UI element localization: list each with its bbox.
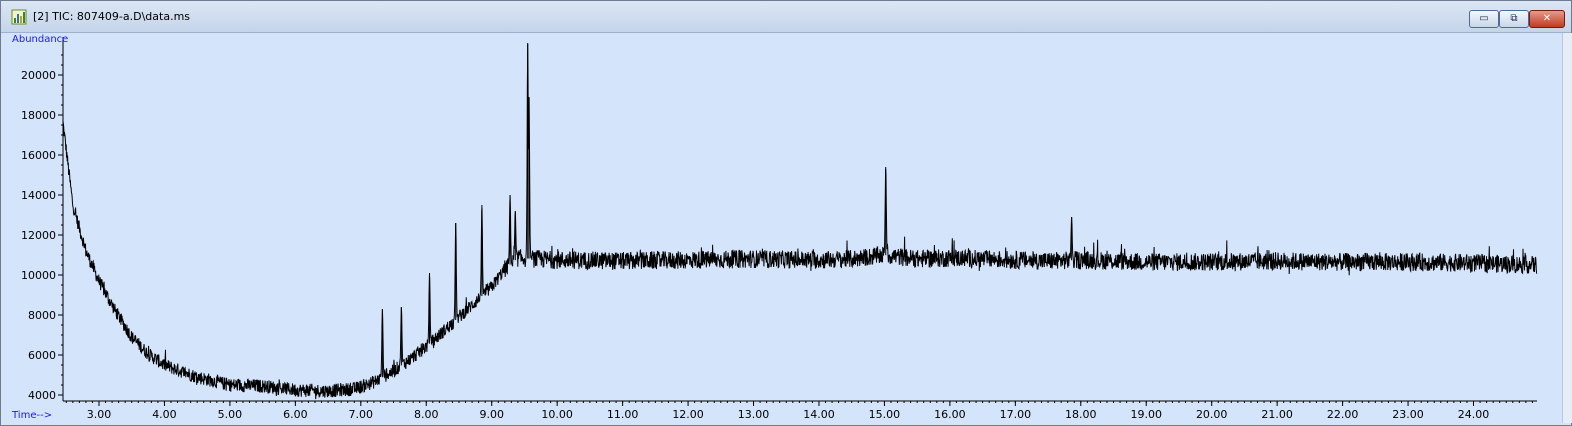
y-tick-label: 10000 [21,269,56,282]
chromatogram-app-icon [11,9,27,25]
x-tick-label: 24.00 [1458,408,1490,421]
y-tick-label: 14000 [21,189,56,202]
y-axis: 4000 6000 8000 10000 12000 14000 16000 18000 200… [21,37,64,402]
x-tick-label: 5.00 [218,408,243,421]
x-tick-label: 19.00 [1130,408,1162,421]
x-tick-label: 8.00 [414,408,439,421]
y-tick-label: 18000 [21,109,56,122]
x-tick-label: 9.00 [479,408,504,421]
x-tick-label: 4.00 [152,408,177,421]
close-icon: ✕ [1542,13,1552,24]
peak-marks [381,43,1073,378]
x-tick-label: 15.00 [869,408,901,421]
restore-icon: ⧉ [1510,13,1518,24]
x-axis-title: Time--> [11,410,52,421]
y-tick-label: 6000 [28,349,56,362]
restore-button[interactable]: ⧉ [1499,10,1529,28]
y-tick-label: 16000 [21,149,56,162]
scrollbar-strip[interactable] [1562,33,1572,423]
y-axis-title: Abundance [12,34,68,45]
y-tick-label: 4000 [28,389,56,402]
x-tick-label: 13.00 [738,408,770,421]
window-title: [2] TIC: 807409-a.D\data.ms [33,10,191,23]
title-bar[interactable]: [2] TIC: 807409-a.D\data.ms ▭ ⧉ ✕ [1,1,1571,33]
plot-area[interactable]: 4000 6000 8000 10000 12000 14000 16000 18000 200… [2,33,1562,423]
x-tick-label: 14.00 [803,408,835,421]
x-tick-label: 18.00 [1065,408,1097,421]
x-tick-label: 20.00 [1196,408,1228,421]
tic-chromatogram-chart[interactable]: 4000 6000 8000 10000 12000 14000 16000 18000 200… [2,33,1562,423]
x-tick-label: 10.00 [541,408,573,421]
x-tick-label: 22.00 [1327,408,1359,421]
x-tick-label: 6.00 [283,408,308,421]
x-tick-label: 12.00 [672,408,704,421]
minimize-icon: ▭ [1479,13,1489,24]
y-tick-label: 8000 [28,309,56,322]
x-axis: 3.00 4.00 5.00 6.00 7.00 8.00 9.00 10.00 11.00 12… [63,400,1537,421]
x-tick-label: 16.00 [934,408,966,421]
tic-trace-line [62,43,1538,400]
x-tick-label: 17.00 [1000,408,1032,421]
x-tick-label: 21.00 [1261,408,1293,421]
minimize-button[interactable]: ▭ [1469,10,1499,28]
y-tick-label: 12000 [21,229,56,242]
x-tick-label: 3.00 [87,408,112,421]
x-tick-label: 11.00 [607,408,639,421]
x-tick-label: 7.00 [349,408,374,421]
x-tick-label: 23.00 [1392,408,1424,421]
close-button[interactable]: ✕ [1529,10,1565,28]
y-tick-label: 20000 [21,69,56,82]
